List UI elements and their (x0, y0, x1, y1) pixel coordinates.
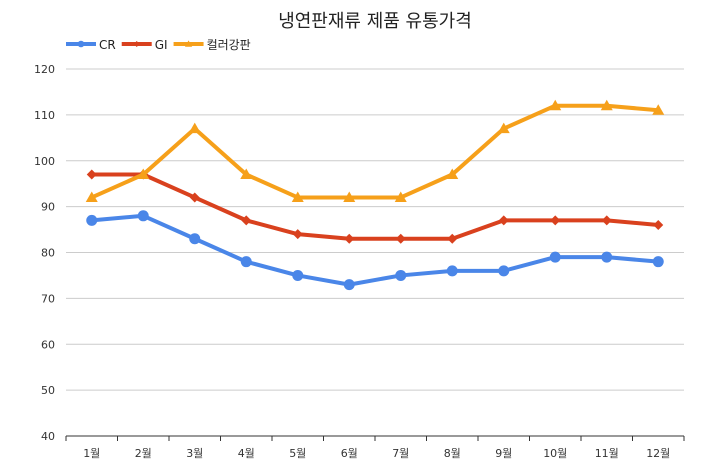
data-point (446, 168, 459, 180)
series-0 (86, 210, 664, 291)
x-tick-label: 7월 (392, 447, 409, 460)
data-point (292, 269, 304, 281)
data-point (291, 191, 304, 202)
y-tick-label: 90 (41, 201, 55, 214)
legend-label: 컬러강판 (207, 38, 251, 52)
chart-title: 냉연판재류 제품 유통가격 (278, 11, 472, 32)
data-point (498, 265, 510, 277)
data-point (189, 192, 200, 203)
data-point (188, 122, 201, 134)
data-point (446, 265, 458, 277)
legend-marker (77, 40, 85, 48)
data-point (498, 215, 509, 226)
legend: CR GI 컬러강판 (66, 38, 251, 52)
y-tick-label: 100 (34, 155, 55, 168)
legend-marker (133, 41, 140, 47)
data-point (137, 168, 150, 180)
data-point (550, 215, 561, 226)
data-point (549, 99, 562, 111)
x-tick-label: 3월 (186, 447, 203, 460)
y-tick-label: 60 (41, 338, 55, 351)
data-point (447, 233, 458, 244)
x-tick-label: 11월 (595, 447, 619, 460)
gridlines (66, 68, 684, 391)
data-point (600, 99, 613, 111)
data-point (85, 191, 98, 202)
x-axis: 1월 2월 3월 4월 5월 6월 7월 8월 9월 10월 11월 12월 (65, 435, 685, 460)
y-tick-label: 80 (41, 247, 55, 260)
data-point (653, 219, 664, 230)
data-point (497, 122, 510, 134)
legend-label: CR (99, 38, 116, 52)
x-tick-label: 5월 (289, 447, 306, 460)
data-point (86, 214, 98, 226)
data-point (652, 104, 665, 115)
y-tick-label: 70 (41, 292, 55, 305)
data-point (652, 256, 664, 268)
data-point (241, 215, 252, 226)
y-tick-label: 40 (41, 430, 55, 443)
legend-label: GI (155, 38, 168, 52)
data-point (292, 229, 303, 240)
x-tick-label: 9월 (495, 447, 512, 460)
y-tick-label: 50 (41, 384, 55, 397)
data-point (240, 256, 252, 268)
series-2 (85, 99, 665, 202)
x-tick-label: 10월 (543, 447, 567, 460)
x-tick-label: 2월 (135, 447, 152, 460)
data-point (86, 169, 97, 180)
y-tick-label: 120 (34, 63, 55, 76)
series-group (85, 99, 665, 291)
data-point (549, 251, 561, 263)
x-tick-label: 6월 (341, 447, 358, 460)
series-line (90, 103, 659, 200)
x-tick-label: 1월 (83, 447, 100, 460)
x-tick-label: 8월 (444, 447, 461, 460)
legend-marker (184, 40, 193, 47)
series-line (91, 213, 659, 287)
data-point (344, 233, 355, 244)
data-point (395, 269, 407, 281)
series-line (91, 172, 659, 241)
y-axis-ticks: 40 50 60 70 80 90 100 110 120 (34, 63, 55, 443)
data-point (189, 233, 201, 245)
data-point (240, 168, 253, 180)
data-point (343, 279, 355, 291)
data-point (395, 233, 406, 244)
x-tick-label: 12월 (646, 447, 670, 460)
x-tick-label: 4월 (238, 447, 255, 460)
data-point (601, 215, 612, 226)
y-tick-label: 110 (34, 109, 55, 122)
data-point (343, 191, 356, 202)
data-point (137, 210, 149, 222)
data-point (601, 251, 613, 263)
data-point (394, 191, 407, 202)
